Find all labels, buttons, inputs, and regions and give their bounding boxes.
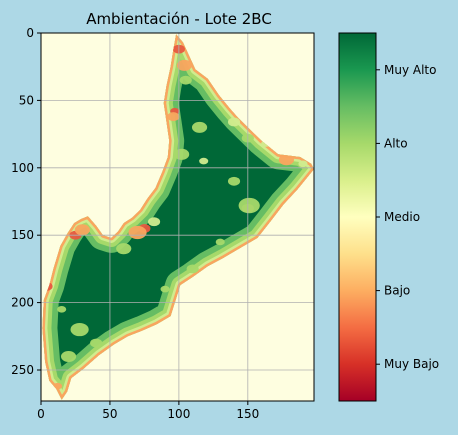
y-tick-label: 100 [11, 161, 34, 175]
x-tick-label: 0 [37, 407, 45, 421]
zone-patch [90, 338, 103, 348]
y-tick-label: 200 [11, 296, 34, 310]
zone-patch [199, 157, 209, 165]
zone-patch [128, 225, 147, 240]
colorbar-tick-label: Muy Bajo [384, 357, 439, 371]
colorbar-gradient [338, 32, 377, 402]
zone-patch [186, 264, 199, 274]
zone-patch [174, 148, 190, 160]
zone-patch [179, 75, 192, 85]
y-tick-label: 0 [26, 26, 34, 40]
colorbar-tick-label: Muy Alto [384, 63, 436, 77]
zone-patch [227, 117, 241, 127]
zone-patch [167, 112, 180, 121]
colorbar-tick-label: Alto [384, 136, 408, 150]
zone-patch [74, 224, 90, 236]
zone-patch [238, 197, 260, 214]
colorbar: Muy Bajo Bajo Medio Alto Muy Alto [338, 32, 439, 402]
x-tick-label: 100 [167, 407, 190, 421]
zone-patch [147, 217, 161, 227]
plot-frame [40, 32, 315, 402]
colorbar-tick-label: Medio [384, 210, 420, 224]
y-tick-label: 150 [11, 228, 34, 242]
y-tick-label: 250 [11, 363, 34, 377]
zone-patch [227, 176, 241, 186]
zone-patch [215, 238, 225, 246]
chart-title: Ambientación - Lote 2BC [86, 10, 272, 28]
x-tick-label: 150 [236, 407, 259, 421]
zone-patch [60, 351, 77, 363]
y-axis: 0 50 100 150 200 250 [11, 26, 41, 377]
zone-patch [191, 121, 208, 133]
y-tick-label: 50 [19, 93, 34, 107]
zone-patch [160, 285, 170, 293]
zone-patch [116, 243, 132, 255]
zone-patch [278, 154, 295, 166]
zone-patch [57, 306, 67, 313]
plot-area: 0 50 100 150 0 50 100 150 200 250 [11, 26, 315, 421]
x-axis: 0 50 100 150 [37, 401, 259, 421]
colorbar-ticks: Muy Bajo Bajo Medio Alto Muy Alto [376, 63, 439, 371]
zone-patch [70, 322, 89, 337]
colorbar-tick-label: Bajo [384, 284, 410, 298]
zone-patch [298, 160, 308, 168]
x-tick-label: 50 [102, 407, 117, 421]
zone-patch [176, 59, 192, 71]
